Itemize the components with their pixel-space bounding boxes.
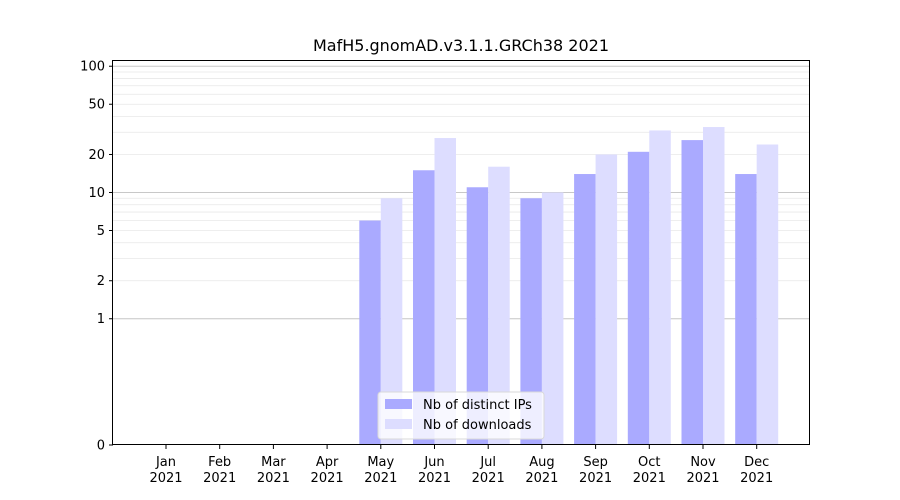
bar-distinct-ips-oct: [627, 151, 650, 445]
y-tick-label: 0: [97, 439, 105, 454]
y-tick-label: 20: [88, 148, 105, 163]
x-tick-label-year: 2021: [686, 471, 719, 486]
legend: Nb of distinct IPs Nb of downloads: [377, 391, 545, 440]
x-tick-label-month: Dec: [744, 455, 769, 470]
legend-box: [377, 391, 545, 440]
x-tick-label-month: Mar: [261, 455, 286, 470]
x-tick-label-month: Jul: [479, 455, 496, 470]
x-tick-label-year: 2021: [311, 471, 344, 486]
x-tick-label-month: Apr: [316, 455, 339, 470]
x-tick-label-year: 2021: [149, 471, 182, 486]
x-tick-label-month: Feb: [208, 455, 231, 470]
plot-frame: [112, 60, 810, 445]
legend-swatch: [385, 419, 412, 429]
bar-downloads-oct: [649, 130, 671, 445]
bar-downloads-nov: [703, 127, 725, 445]
x-tick-label-year: 2021: [418, 471, 451, 486]
y-axis: 0 1 2 5 10 20 50 100: [80, 60, 113, 454]
bar-distinct-ips-nov: [681, 140, 703, 445]
x-tick-label-year: 2021: [633, 471, 666, 486]
chart-title: MafH5.gnomAD.v3.1.1.GRCh38 2021: [313, 36, 609, 55]
x-tick-label-year: 2021: [740, 471, 773, 486]
x-tick-label-year: 2021: [525, 471, 558, 486]
x-tick-label-month: May: [367, 455, 394, 470]
bar-distinct-ips-jul: [466, 187, 489, 446]
x-tick-label-month: Jan: [155, 455, 176, 470]
bar-distinct-ips-may: [359, 220, 381, 445]
bar-distinct-ips-aug: [520, 198, 542, 445]
legend-swatch: [385, 399, 412, 409]
legend-label: Nb of downloads: [423, 418, 532, 433]
bars: [359, 127, 779, 446]
bar-downloads-may: [380, 198, 403, 445]
y-tick-label: 10: [88, 186, 105, 201]
y-tick-label: 50: [88, 98, 105, 113]
bar-downloads-sep: [595, 154, 618, 445]
x-tick-label-year: 2021: [472, 471, 505, 486]
x-tick-label-month: Jun: [423, 455, 444, 470]
grid-lines: [113, 65, 810, 320]
bar-distinct-ips-dec: [735, 174, 757, 445]
bar-distinct-ips-jun: [413, 170, 435, 445]
y-tick-label: 100: [80, 60, 105, 75]
x-tick-label-month: Sep: [583, 455, 608, 470]
bar-downloads-dec: [756, 144, 779, 445]
x-tick-label-month: Nov: [690, 455, 716, 470]
x-tick-label-year: 2021: [257, 471, 290, 486]
x-tick-label-month: Aug: [529, 455, 554, 470]
y-tick-label: 1: [97, 312, 105, 327]
bar-downloads-jul: [488, 166, 510, 445]
bar-downloads-aug: [541, 192, 564, 445]
x-axis: Jan2021Feb2021Mar2021Apr2021May2021Jun20…: [149, 445, 773, 486]
x-tick-label-month: Oct: [638, 455, 660, 470]
bar-downloads-jun: [434, 138, 456, 445]
legend-label: Nb of distinct IPs: [423, 398, 532, 413]
x-tick-label-year: 2021: [364, 471, 397, 486]
y-tick-label: 2: [97, 274, 105, 289]
x-tick-label-year: 2021: [203, 471, 236, 486]
bar-distinct-ips-sep: [574, 174, 596, 445]
x-tick-label-year: 2021: [579, 471, 612, 486]
y-tick-label: 5: [97, 224, 105, 239]
